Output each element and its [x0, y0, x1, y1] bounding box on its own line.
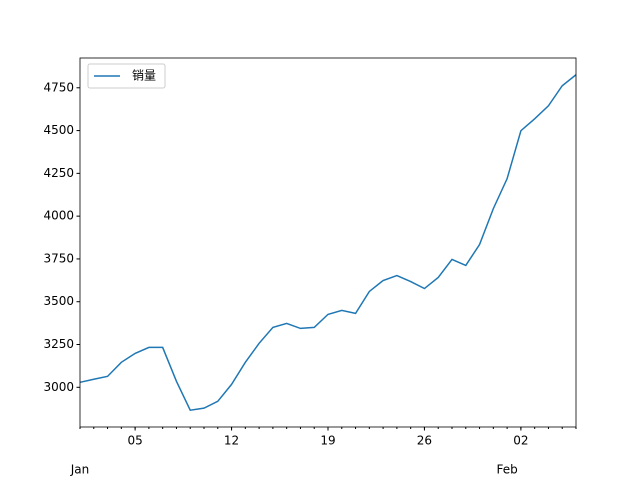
y-tick-label: 3000	[43, 380, 74, 394]
x-tick-label: 05	[127, 434, 142, 448]
y-tick-label: 3250	[43, 337, 74, 351]
x-tick-label: 26	[417, 434, 432, 448]
y-tick-label: 3750	[43, 251, 74, 265]
legend-box	[87, 63, 166, 89]
x-month-label: Jan	[70, 463, 90, 477]
x-tick-label: 02	[513, 434, 528, 448]
y-tick-label: 3500	[43, 294, 74, 308]
y-tick-label: 4250	[43, 166, 74, 180]
line	[79, 74, 577, 412]
y-tick-label: 4500	[43, 123, 74, 137]
x-month-label: Feb	[496, 463, 517, 477]
y-tick-label: 4000	[43, 209, 74, 223]
plot-frame	[79, 57, 577, 428]
legend-label: 销量	[132, 69, 156, 83]
x-tick-label: 12	[224, 434, 239, 448]
y-tick-label: 4750	[43, 80, 74, 94]
x-tick-label: 19	[320, 434, 335, 448]
